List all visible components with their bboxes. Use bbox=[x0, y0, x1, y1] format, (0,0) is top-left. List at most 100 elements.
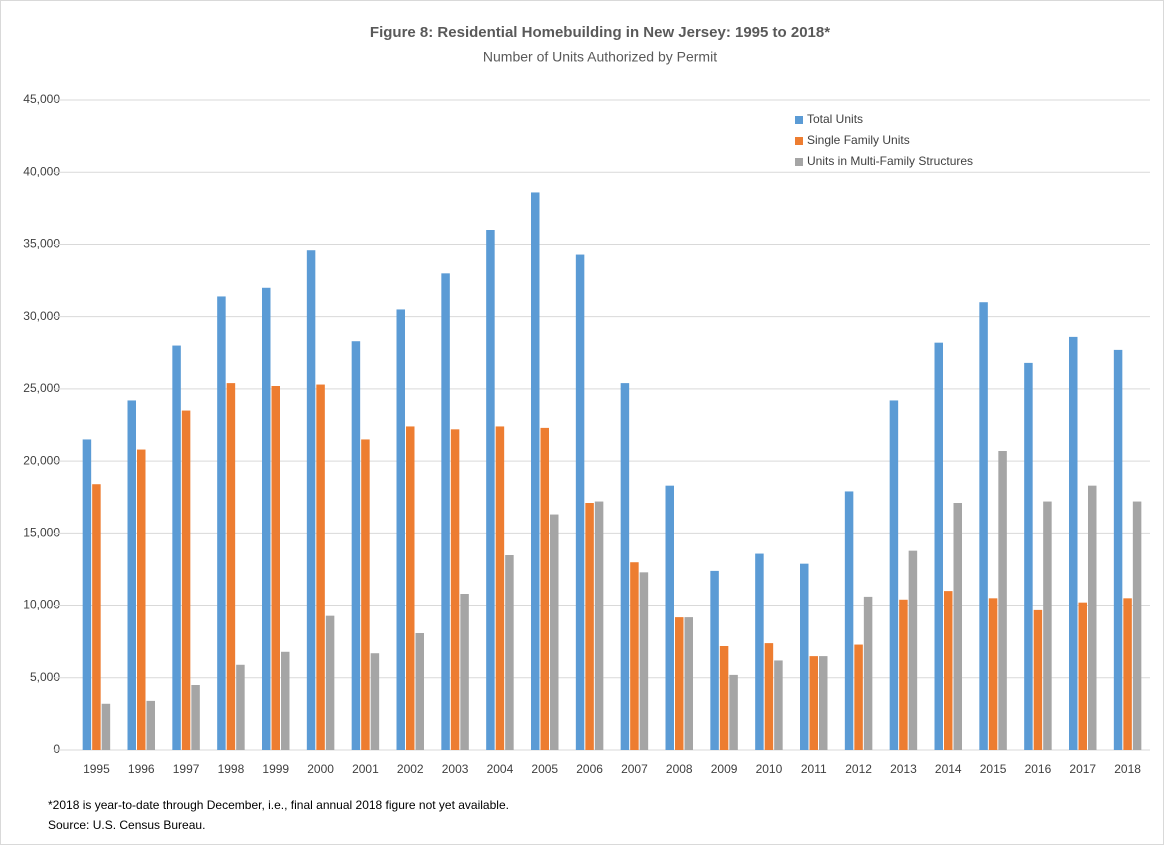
bar bbox=[92, 484, 101, 750]
x-tick-label: 2003 bbox=[442, 762, 469, 776]
x-tick-label: 2012 bbox=[845, 762, 872, 776]
bar bbox=[774, 660, 783, 750]
bar bbox=[217, 296, 226, 750]
y-tick-label: 35,000 bbox=[23, 237, 60, 251]
x-tick-label: 2011 bbox=[801, 762, 827, 776]
bar bbox=[1088, 485, 1097, 750]
bar bbox=[236, 664, 245, 750]
bar bbox=[82, 439, 92, 750]
bar bbox=[755, 553, 764, 750]
x-tick-label: 2008 bbox=[666, 762, 693, 776]
bar bbox=[415, 633, 424, 750]
bar bbox=[729, 674, 738, 750]
bar bbox=[620, 383, 630, 750]
bar bbox=[460, 594, 469, 750]
bar bbox=[1113, 349, 1123, 750]
x-tick-label: 2010 bbox=[756, 762, 783, 776]
y-tick-label: 10,000 bbox=[23, 598, 60, 612]
bar bbox=[953, 503, 962, 750]
bar bbox=[531, 192, 540, 750]
bar bbox=[934, 342, 943, 750]
bar bbox=[585, 503, 594, 750]
bar bbox=[1123, 598, 1132, 750]
y-tick-label: 40,000 bbox=[23, 164, 60, 178]
x-tick-label: 2004 bbox=[487, 762, 514, 776]
bar bbox=[639, 572, 649, 750]
bar bbox=[495, 426, 505, 750]
bar bbox=[908, 550, 918, 750]
bar bbox=[181, 410, 191, 750]
bar bbox=[396, 309, 405, 750]
x-tick-label: 2001 bbox=[352, 762, 379, 776]
x-tick-label: 2014 bbox=[935, 762, 962, 776]
bar bbox=[944, 591, 953, 750]
bar bbox=[1078, 602, 1087, 750]
y-tick-label: 30,000 bbox=[23, 309, 60, 323]
bar bbox=[137, 449, 146, 750]
bar bbox=[281, 651, 290, 750]
bar bbox=[809, 656, 818, 750]
x-tick-label: 2017 bbox=[1069, 762, 1096, 776]
bar bbox=[351, 341, 361, 750]
footnote: *2018 is year-to-date through December, … bbox=[48, 798, 509, 812]
x-tick-label: 2009 bbox=[711, 762, 738, 776]
bar bbox=[863, 596, 873, 750]
bar bbox=[844, 491, 854, 750]
bar bbox=[101, 703, 111, 750]
bar bbox=[988, 598, 998, 750]
bar bbox=[1033, 609, 1043, 750]
x-tick-label: 2000 bbox=[307, 762, 334, 776]
legend-swatch bbox=[795, 116, 803, 124]
bar bbox=[306, 250, 316, 750]
bar bbox=[630, 562, 639, 750]
x-tick-label: 1996 bbox=[128, 762, 155, 776]
legend-label: Units in Multi-Family Structures bbox=[807, 154, 973, 168]
x-tick-label: 1997 bbox=[173, 762, 200, 776]
y-tick-label: 20,000 bbox=[23, 453, 60, 467]
y-tick-label: 15,000 bbox=[23, 526, 60, 540]
bar bbox=[854, 644, 863, 750]
bar bbox=[505, 555, 514, 750]
source-note: Source: U.S. Census Bureau. bbox=[48, 818, 205, 832]
bar bbox=[1069, 336, 1078, 750]
bar bbox=[1132, 501, 1142, 750]
chart-title: Figure 8: Residential Homebuilding in Ne… bbox=[370, 24, 830, 41]
x-tick-label: 1998 bbox=[218, 762, 245, 776]
bar bbox=[450, 429, 460, 750]
bar bbox=[271, 386, 280, 750]
x-tick-label: 2018 bbox=[1114, 762, 1141, 776]
legend-swatch bbox=[795, 137, 803, 145]
bar bbox=[191, 685, 200, 750]
y-tick-label: 45,000 bbox=[23, 92, 60, 106]
bar bbox=[665, 485, 674, 750]
legend-label: Single Family Units bbox=[807, 133, 910, 147]
chart-subtitle: Number of Units Authorized by Permit bbox=[483, 49, 717, 65]
bar bbox=[819, 656, 828, 750]
x-tick-label: 1999 bbox=[262, 762, 289, 776]
bar bbox=[1043, 501, 1052, 750]
bar bbox=[594, 501, 604, 750]
bar bbox=[540, 427, 549, 750]
bar bbox=[406, 426, 415, 750]
bar bbox=[226, 383, 236, 750]
x-tick-label: 2007 bbox=[621, 762, 648, 776]
bar bbox=[889, 400, 899, 750]
bar bbox=[262, 287, 271, 750]
bar bbox=[764, 643, 774, 750]
bar bbox=[684, 617, 693, 750]
y-tick-label: 0 bbox=[53, 742, 60, 756]
bar bbox=[441, 273, 450, 750]
x-tick-label: 2015 bbox=[980, 762, 1007, 776]
bar bbox=[979, 302, 988, 750]
bar bbox=[800, 563, 809, 750]
bar bbox=[998, 451, 1007, 750]
bar bbox=[325, 615, 335, 750]
x-tick-label: 2005 bbox=[531, 762, 558, 776]
bar bbox=[575, 254, 585, 751]
bar bbox=[1024, 362, 1033, 750]
x-tick-label: 2002 bbox=[397, 762, 424, 776]
bar bbox=[316, 384, 325, 750]
x-tick-label: 2013 bbox=[890, 762, 917, 776]
x-tick-label: 1995 bbox=[83, 762, 110, 776]
